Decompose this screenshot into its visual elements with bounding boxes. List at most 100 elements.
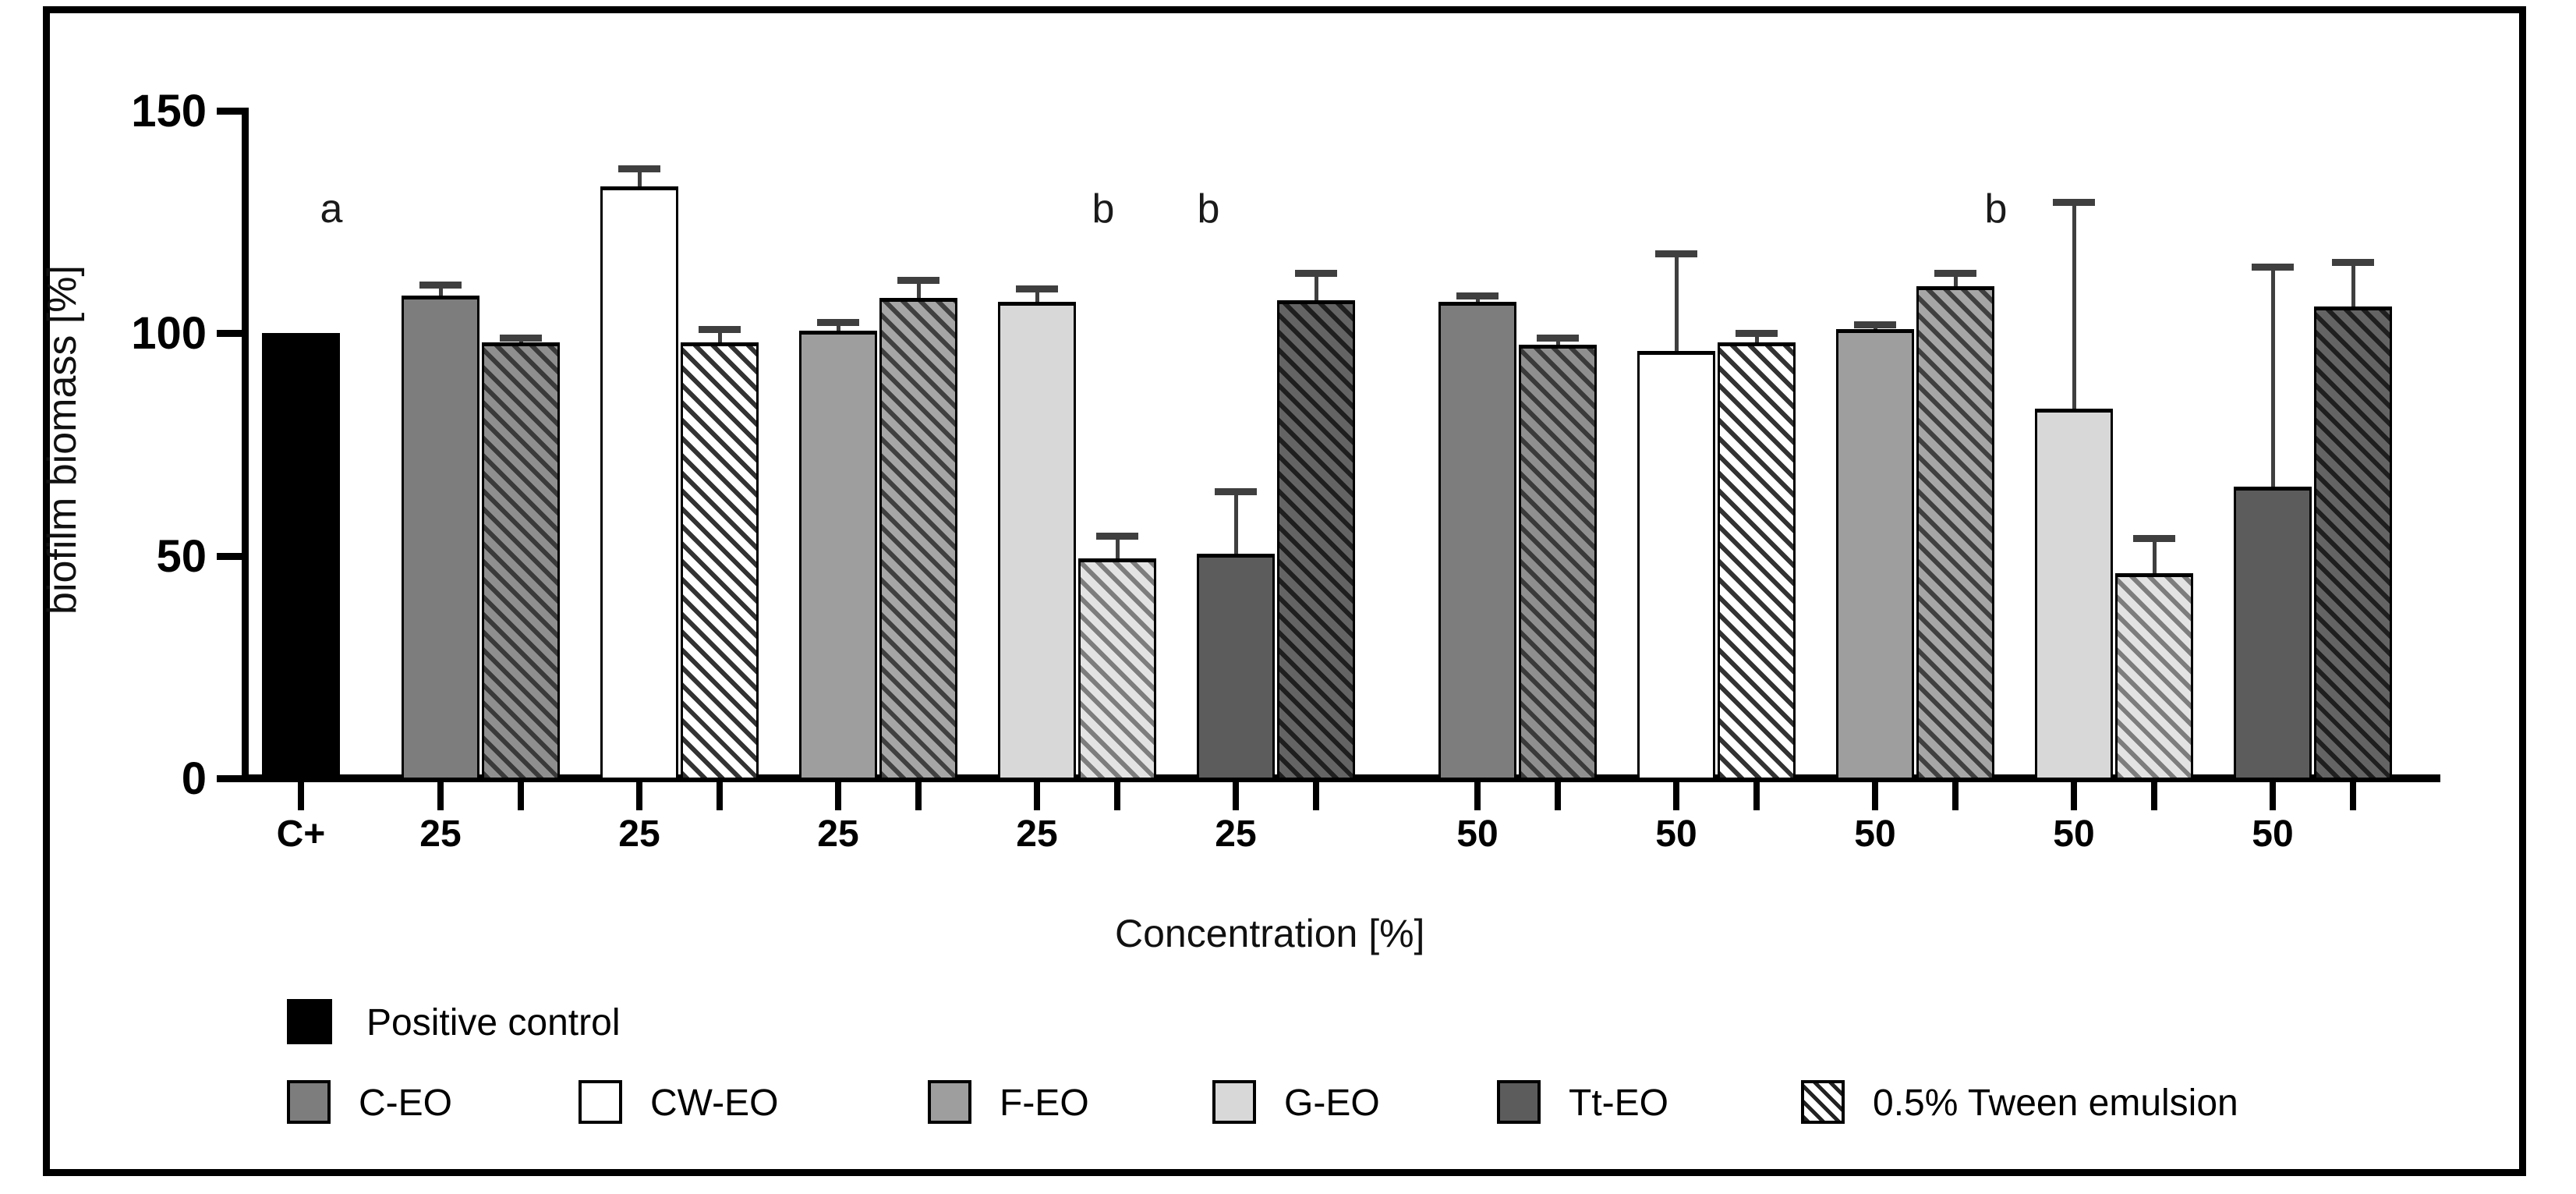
y-axis-tick-label: 50 — [156, 530, 207, 582]
legend-swatch-CW — [579, 1080, 622, 1124]
x-axis-tick-label: 50 — [2053, 813, 2095, 855]
bar-GEO-50 — [2035, 409, 2113, 780]
y-axis-line — [242, 108, 249, 782]
error-bar-cap — [1655, 250, 1697, 257]
x-axis-tick-label: 50 — [1854, 813, 1896, 855]
x-axis-tick — [1034, 782, 1040, 810]
bar-tween-C-50 — [1519, 344, 1597, 780]
x-axis-tick — [1114, 782, 1120, 810]
error-bar-cap — [1016, 285, 1058, 293]
bar-CWEO-25 — [600, 186, 678, 780]
legend-label-CW: CW-EO — [650, 1082, 779, 1124]
legend-label-F: F-EO — [1000, 1082, 1089, 1124]
x-axis-tick-label: 50 — [2252, 813, 2294, 855]
bar-CEO-25 — [402, 295, 479, 780]
bar-TtEO-25 — [1197, 553, 1275, 780]
x-axis-tick — [835, 782, 841, 810]
bar-tween-CW-25 — [681, 342, 759, 780]
error-bar-cap — [1736, 330, 1778, 338]
x-axis-tick — [2071, 782, 2077, 810]
legend-label-C: C-EO — [359, 1082, 452, 1124]
x-axis-tick — [1474, 782, 1481, 810]
x-axis-tick — [915, 782, 922, 810]
legend-label-tween: 0.5% Tween emulsion — [1873, 1082, 2238, 1124]
bar-FEO-25 — [799, 331, 877, 780]
y-axis-tick-label: 100 — [131, 308, 207, 360]
bar-tween-CW-50 — [1718, 342, 1796, 780]
bar-Positivecontrol-Cplus — [262, 333, 340, 780]
y-axis-tick — [217, 552, 242, 560]
y-axis-tick — [217, 108, 242, 115]
y-axis-tick-label: 0 — [181, 753, 207, 804]
x-axis-tick — [1233, 782, 1239, 810]
x-axis-tick — [636, 782, 642, 810]
error-bar-line — [2351, 262, 2355, 307]
x-axis-tick-label: 25 — [1016, 813, 1058, 855]
error-bar-cap — [2053, 198, 2095, 206]
significance-letter-a: a — [320, 186, 343, 232]
legend-label-Tt: Tt-EO — [1569, 1082, 1668, 1124]
legend-swatch-positive-control — [287, 999, 332, 1044]
x-axis-tick-label: 50 — [1655, 813, 1697, 855]
x-axis-tick — [717, 782, 723, 810]
x-axis-tick-label: 25 — [618, 813, 660, 855]
legend-swatch-F — [928, 1080, 971, 1124]
x-axis-tick — [2151, 782, 2157, 810]
legend-label-G: G-EO — [1284, 1082, 1380, 1124]
x-axis-tick — [2270, 782, 2276, 810]
legend-label-positive-control: Positive control — [366, 1002, 621, 1043]
bar-tween-G-25 — [1078, 558, 1156, 780]
y-axis-tick — [217, 330, 242, 338]
error-bar-line — [1954, 273, 1958, 287]
error-bar-cap — [618, 165, 660, 173]
x-axis-tick — [298, 782, 304, 810]
y-axis-tick-label: 150 — [131, 86, 207, 136]
significance-letter-b: b — [1092, 186, 1115, 232]
error-bar-line — [2153, 537, 2157, 574]
legend-swatch-C — [287, 1080, 331, 1124]
error-bar-line — [1315, 273, 1318, 300]
bar-tween-F-50 — [1916, 286, 1994, 780]
error-bar-line — [1755, 333, 1759, 342]
bar-FEO-50 — [1836, 328, 1914, 780]
error-bar-line — [1675, 253, 1679, 352]
error-bar-line — [1035, 289, 1039, 303]
error-bar-cap — [1096, 532, 1138, 540]
x-axis-title: Concentration [%] — [1115, 912, 1425, 955]
bar-tween-Tt-50 — [2314, 306, 2392, 780]
error-bar-cap — [2332, 259, 2374, 267]
x-axis-tick-label: C+ — [276, 813, 326, 855]
error-bar-cap — [1934, 270, 1976, 278]
x-axis-tick-label: 50 — [1456, 813, 1499, 855]
x-axis-tick-label: 25 — [817, 813, 859, 855]
bar-GEO-25 — [998, 302, 1076, 780]
error-bar-cap — [2252, 263, 2294, 271]
x-axis-tick — [1673, 782, 1679, 810]
x-axis-tick — [1313, 782, 1319, 810]
error-bar-cap — [817, 319, 859, 327]
bar-tween-C-25 — [482, 342, 560, 780]
bar-tween-F-25 — [879, 297, 957, 780]
error-bar-line — [837, 322, 840, 331]
bar-TtEO-50 — [2234, 487, 2312, 780]
error-bar-line — [718, 328, 722, 342]
x-axis-tick — [1555, 782, 1561, 810]
error-bar-line — [439, 284, 443, 296]
x-axis-tick-label: 25 — [419, 813, 462, 855]
legend-swatch-Tt — [1497, 1080, 1541, 1124]
error-bar-cap — [1456, 292, 1499, 299]
legend-swatch-G — [1212, 1080, 1256, 1124]
error-bar-cap — [1537, 335, 1579, 342]
significance-letter-b: b — [1197, 186, 1220, 232]
error-bar-cap — [699, 325, 741, 333]
y-axis-tick — [217, 775, 242, 782]
legend-swatch-tween — [1801, 1080, 1845, 1124]
x-axis-tick — [518, 782, 524, 810]
bar-CEO-50 — [1438, 302, 1516, 780]
error-bar-cap — [1215, 487, 1257, 495]
x-axis-tick — [2350, 782, 2356, 810]
bar-tween-G-50 — [2115, 573, 2193, 780]
y-axis-title: biofilm biomass [%] — [40, 265, 85, 615]
error-bar-cap — [2133, 534, 2175, 542]
bar-tween-Tt-25 — [1277, 299, 1355, 780]
